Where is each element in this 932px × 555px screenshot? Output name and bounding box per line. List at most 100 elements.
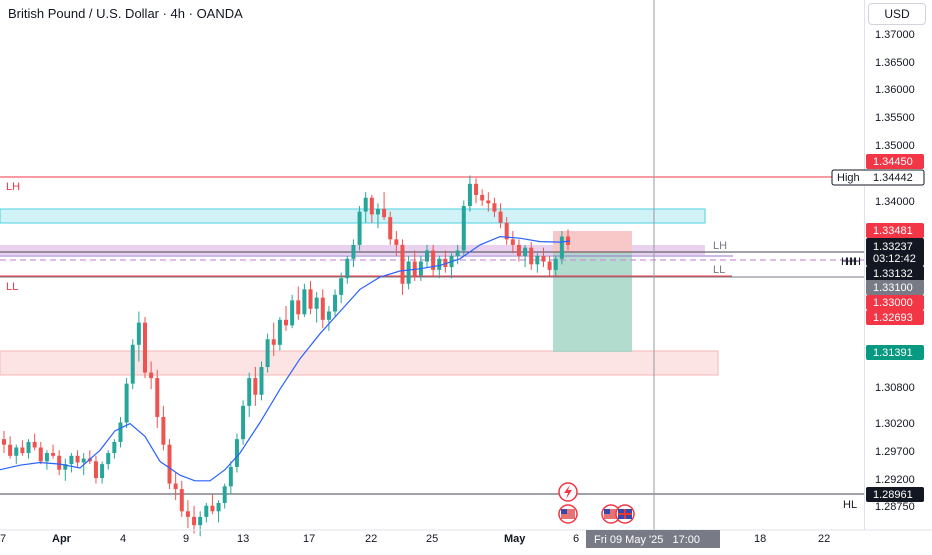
price-scale[interactable] (864, 0, 932, 530)
candle-body[interactable] (382, 208, 387, 218)
candle-body[interactable] (32, 441, 37, 448)
candle-body[interactable] (143, 322, 147, 373)
candle-body[interactable] (529, 247, 534, 265)
candle-body[interactable] (44, 453, 49, 462)
candle-body[interactable] (492, 203, 497, 212)
candle-body[interactable] (375, 208, 380, 215)
candle-body[interactable] (351, 244, 356, 259)
candle-body[interactable] (357, 211, 362, 245)
candle-body[interactable] (326, 311, 331, 320)
candle-body[interactable] (277, 319, 282, 345)
candle-body[interactable] (498, 211, 503, 223)
us-flag-event-icon[interactable] (558, 504, 578, 524)
candle-body[interactable] (63, 464, 68, 470)
candle-body[interactable] (504, 222, 509, 240)
candle-body[interactable] (320, 297, 325, 320)
candle-body[interactable] (241, 405, 246, 440)
candle-body[interactable] (155, 378, 160, 417)
candle-body[interactable] (308, 289, 313, 309)
candle-body[interactable] (431, 250, 436, 270)
lightning-event-icon[interactable] (558, 482, 578, 502)
candle-body[interactable] (302, 289, 307, 315)
candle-body[interactable] (198, 516, 203, 526)
candle-body[interactable] (124, 383, 129, 423)
candle-body[interactable] (20, 447, 25, 454)
candle-body[interactable] (167, 444, 172, 484)
candle-body[interactable] (259, 367, 264, 395)
candle-body[interactable] (118, 422, 123, 442)
candle-body[interactable] (14, 447, 19, 456)
candle-body[interactable] (173, 483, 178, 490)
candle-body[interactable] (210, 505, 215, 512)
candle-body[interactable] (535, 256, 540, 265)
candle-body[interactable] (81, 458, 86, 463)
candle-body[interactable] (222, 486, 227, 503)
candle-body[interactable] (265, 339, 270, 367)
candle-body[interactable] (204, 505, 209, 517)
candle-body[interactable] (100, 464, 105, 478)
candle-body[interactable] (541, 256, 546, 262)
candle-body[interactable] (192, 516, 197, 526)
candle-body[interactable] (284, 319, 288, 326)
resistance-zone[interactable] (0, 208, 706, 224)
candle-body[interactable] (179, 489, 184, 512)
candle-body[interactable] (38, 447, 43, 462)
candle-body[interactable] (106, 453, 111, 465)
candle-body[interactable] (345, 258, 350, 279)
candle-body[interactable] (467, 183, 472, 207)
candle-body[interactable] (234, 439, 239, 467)
candle-body[interactable] (271, 339, 276, 345)
candle-body[interactable] (296, 300, 301, 315)
candle-body[interactable] (400, 244, 405, 284)
candle-body[interactable] (93, 461, 98, 478)
candle-body[interactable] (69, 455, 74, 465)
candle-body[interactable] (339, 278, 344, 295)
candle-body[interactable] (149, 372, 154, 379)
candle-body[interactable] (57, 455, 62, 470)
candle-body[interactable] (406, 261, 411, 284)
candle-body[interactable] (247, 378, 252, 406)
candle-body[interactable] (388, 217, 393, 240)
candle-body[interactable] (443, 258, 448, 268)
candle-body[interactable] (394, 239, 399, 245)
candle-body[interactable] (314, 297, 319, 309)
candle-body[interactable] (369, 197, 374, 215)
candle-body[interactable] (136, 322, 141, 345)
candle-body[interactable] (547, 261, 552, 270)
candle-body[interactable] (474, 183, 479, 195)
candle-body[interactable] (510, 239, 515, 245)
candle-body[interactable] (461, 206, 466, 251)
candle-body[interactable] (480, 194, 485, 201)
candle-body[interactable] (363, 197, 368, 212)
candle-body[interactable] (425, 250, 429, 262)
moving-average-line[interactable] (0, 235, 571, 482)
candle-body[interactable] (130, 344, 135, 384)
candle-body[interactable] (185, 511, 190, 517)
candles-layer[interactable] (2, 175, 570, 537)
candle-body[interactable] (290, 300, 295, 326)
candle-body[interactable] (8, 444, 13, 456)
candle-body[interactable] (333, 294, 338, 312)
candle-body[interactable] (112, 441, 117, 454)
candle-body[interactable] (553, 258, 558, 270)
currency-button[interactable]: USD (868, 3, 926, 25)
take-profit-zone[interactable] (553, 253, 632, 352)
candle-body[interactable] (437, 258, 442, 270)
candle-body[interactable] (161, 416, 166, 445)
support-zone[interactable] (0, 350, 719, 376)
candle-body[interactable] (253, 378, 258, 395)
candle-body[interactable] (486, 200, 491, 204)
candle-body[interactable] (2, 439, 6, 445)
candle-body[interactable] (75, 455, 80, 463)
candle-body[interactable] (26, 441, 31, 454)
candle-body[interactable] (216, 502, 221, 512)
candle-body[interactable] (51, 453, 56, 456)
stop-loss-zone[interactable] (553, 231, 632, 253)
candle-body[interactable] (516, 244, 521, 256)
candle-body[interactable] (228, 466, 233, 487)
candle-body[interactable] (455, 250, 460, 256)
candle-body[interactable] (523, 247, 528, 256)
candle-body[interactable] (559, 236, 564, 259)
